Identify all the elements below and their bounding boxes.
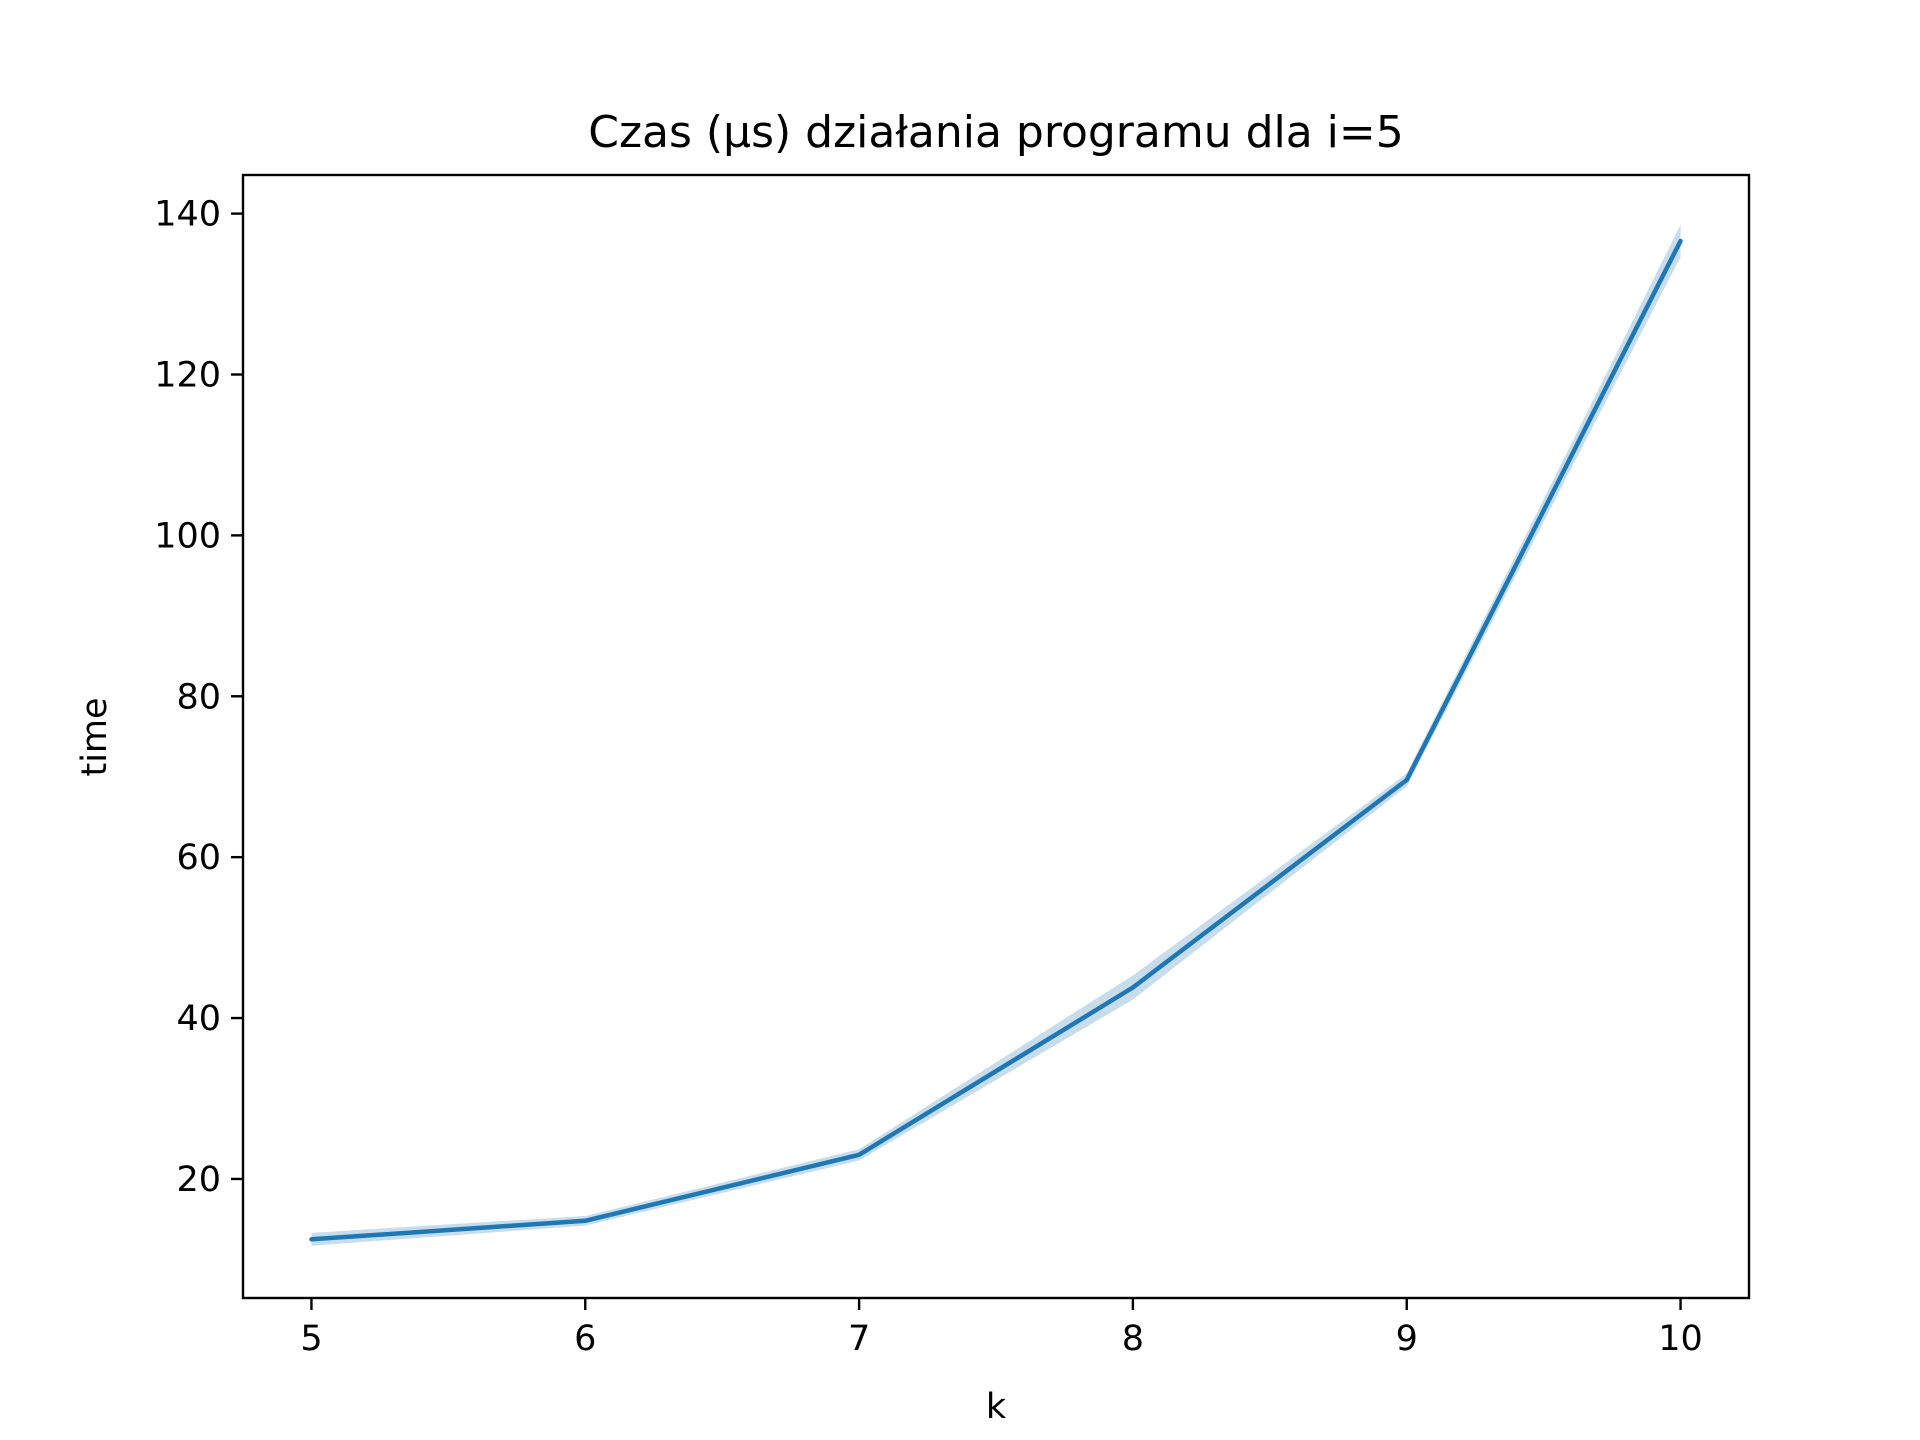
y-tick-label: 80 — [176, 677, 221, 717]
y-tick-label: 60 — [176, 838, 221, 878]
data-point — [309, 1237, 314, 1242]
confidence-band-0 — [311, 224, 1681, 1246]
data-point — [1678, 238, 1683, 244]
chart-title: Czas (µs) działania programu dla i=5 — [588, 107, 1404, 158]
series-line-0 — [311, 239, 1683, 1242]
data-point — [1404, 777, 1409, 783]
x-tick-label: 6 — [574, 1319, 596, 1359]
y-tick-label: 140 — [154, 195, 221, 235]
x-tick-label: 10 — [1658, 1319, 1703, 1359]
y-tick-label: 20 — [176, 1160, 221, 1200]
x-tick-label: 5 — [300, 1319, 322, 1359]
x-tick-label: 9 — [1396, 1319, 1418, 1359]
y-tick-label: 100 — [154, 516, 221, 556]
x-axis: 5 6 7 8 9 10 — [300, 1298, 1703, 1359]
x-tick-label: 7 — [848, 1319, 870, 1359]
y-axis: 20 40 60 80 100 120 140 — [154, 195, 243, 1200]
x-axis-label: k — [986, 1387, 1007, 1427]
data-point — [583, 1218, 588, 1223]
y-axis-label: time — [75, 697, 115, 776]
y-tick-label: 40 — [176, 999, 221, 1039]
data-point — [856, 1152, 862, 1158]
axes-frame — [241, 173, 1751, 1300]
plot-area — [309, 224, 1683, 1246]
data-point — [1130, 985, 1136, 990]
y-tick-label: 120 — [154, 356, 221, 396]
x-tick-label: 8 — [1122, 1319, 1144, 1359]
